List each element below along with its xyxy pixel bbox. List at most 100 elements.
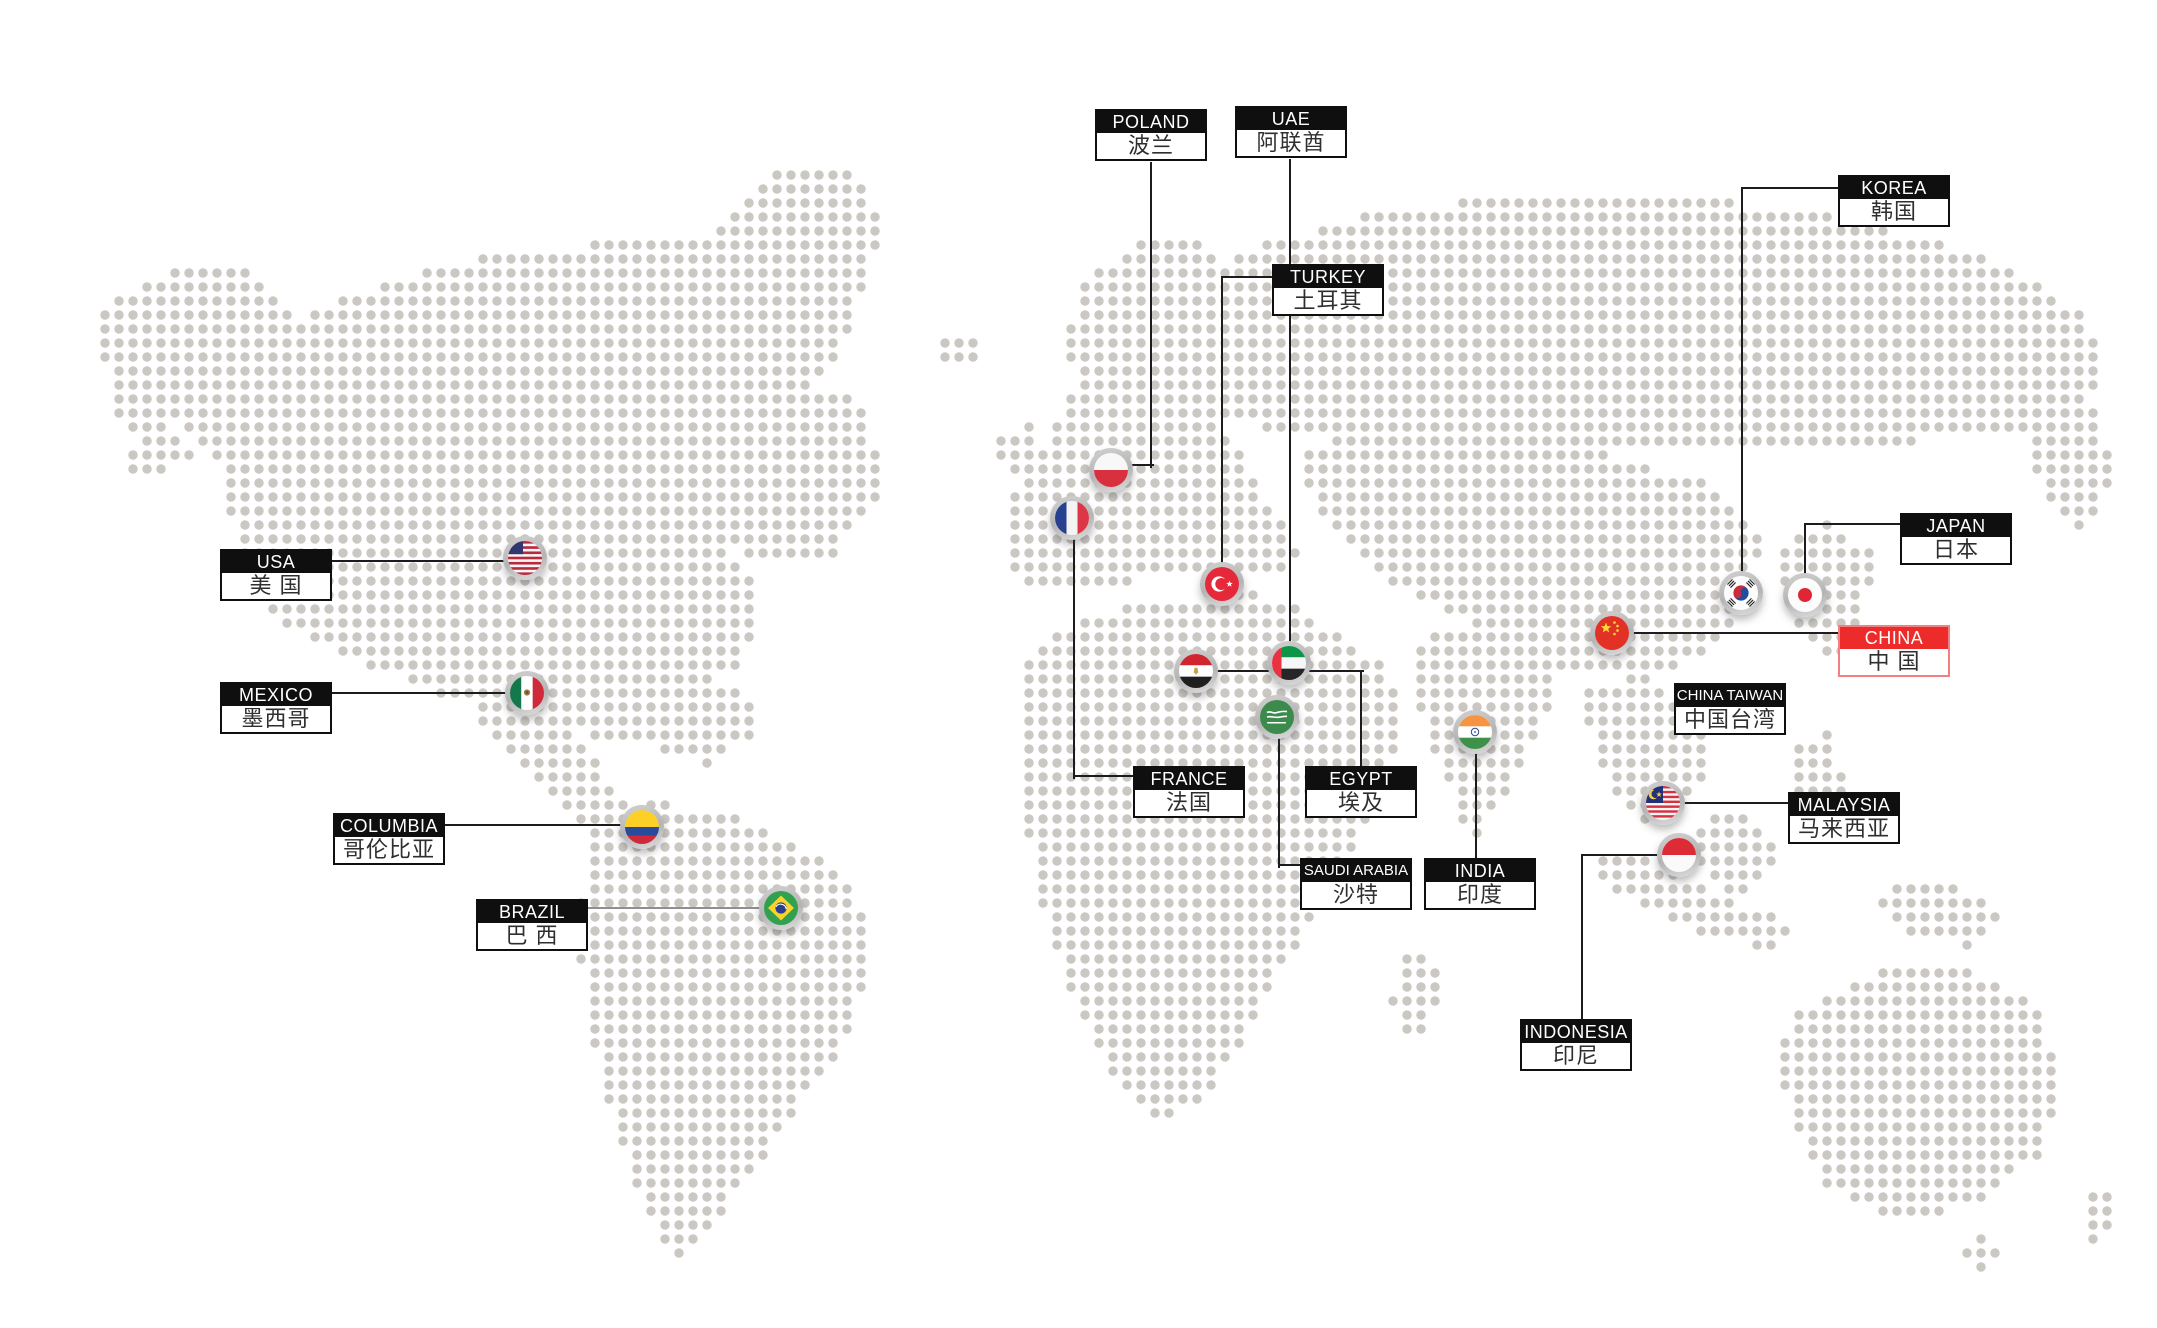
colombia-flag-icon <box>625 810 659 844</box>
connector-line <box>1150 162 1152 468</box>
label-malaysia-name-zh: 马来西亚 <box>1797 816 1890 841</box>
marker-indonesia[interactable] <box>1657 833 1701 877</box>
marker-japan[interactable] <box>1783 573 1827 617</box>
label-poland[interactable]: POLAND 波兰 <box>1095 109 1207 161</box>
connector-line <box>332 692 508 694</box>
marker-turkey[interactable] <box>1200 562 1244 606</box>
marker-china[interactable] <box>1590 611 1634 655</box>
poland-flag-icon <box>1094 453 1128 487</box>
label-poland-name-zh: 波兰 <box>1127 133 1174 158</box>
label-china[interactable]: CHINA 中 国 <box>1838 625 1950 677</box>
label-indonesia[interactable]: INDONESIA 印尼 <box>1520 1019 1632 1071</box>
label-malaysia[interactable]: MALAYSIA 马来西亚 <box>1788 792 1900 844</box>
label-malaysia-name-en: MALAYSIA <box>1790 794 1898 816</box>
marker-france[interactable] <box>1050 496 1094 540</box>
connector-line <box>1221 276 1223 565</box>
label-brazil-name-en: BRAZIL <box>478 901 586 923</box>
marker-poland[interactable] <box>1089 448 1133 492</box>
japan-flag-icon <box>1788 578 1822 612</box>
connector-line <box>1581 854 1583 1021</box>
label-france-name-en: FRANCE <box>1135 768 1243 790</box>
label-france[interactable]: FRANCE 法国 <box>1133 766 1245 818</box>
marker-mexico[interactable] <box>505 671 549 715</box>
label-china-name-en: CHINA <box>1840 627 1948 649</box>
label-egypt[interactable]: EGYPT 埃及 <box>1305 766 1417 818</box>
connector-line <box>1221 276 1274 278</box>
label-turkey-name-en: TURKEY <box>1274 266 1382 288</box>
label-korea[interactable]: KOREA 韩国 <box>1838 175 1950 227</box>
marker-egypt[interactable] <box>1174 649 1218 693</box>
label-usa-name-zh: 美 国 <box>249 573 303 598</box>
label-uae-name-en: UAE <box>1237 108 1345 130</box>
label-mexico-name-en: MEXICO <box>222 684 330 706</box>
connector-line <box>1278 738 1280 868</box>
label-korea-name-en: KOREA <box>1840 177 1948 199</box>
saudi-flag-icon <box>1260 700 1294 734</box>
label-china-name-zh: 中 国 <box>1867 649 1921 674</box>
label-columbia[interactable]: COLUMBIA 哥伦比亚 <box>333 813 445 865</box>
label-brazil-name-zh: 巴 西 <box>505 923 559 948</box>
uae-flag-icon <box>1272 646 1306 680</box>
indonesia-flag-icon <box>1662 838 1696 872</box>
label-saudi-arabia[interactable]: SAUDI ARABIA 沙特 <box>1300 858 1412 910</box>
label-china-taiwan[interactable]: CHINA TAIWAN 中国台湾 <box>1674 683 1786 735</box>
label-india[interactable]: INDIA 印度 <box>1424 858 1536 910</box>
connector-line <box>1804 523 1902 525</box>
connector-line <box>1684 802 1790 804</box>
connector-line <box>332 560 506 562</box>
france-flag-icon <box>1055 501 1089 535</box>
label-turkey[interactable]: TURKEY 土耳其 <box>1272 264 1384 316</box>
connector-line <box>1741 187 1743 574</box>
label-egypt-name-en: EGYPT <box>1307 768 1415 790</box>
connector-line <box>445 824 623 826</box>
connector-line <box>1633 632 1840 634</box>
connector-line <box>1804 523 1806 576</box>
korea-flag-icon <box>1724 576 1758 610</box>
mexico-flag-icon <box>510 676 544 710</box>
label-mexico[interactable]: MEXICO 墨西哥 <box>220 682 332 734</box>
label-egypt-name-zh: 埃及 <box>1337 790 1384 815</box>
label-france-name-zh: 法国 <box>1165 790 1212 815</box>
connector-line <box>1289 159 1291 644</box>
connector-line <box>1741 187 1841 189</box>
egypt-flag-icon <box>1179 654 1213 688</box>
label-saudi-arabia-name-zh: 沙特 <box>1332 882 1379 907</box>
connector-line <box>1475 753 1477 860</box>
marker-malaysia[interactable] <box>1641 781 1685 825</box>
label-japan-name-zh: 日本 <box>1932 537 1979 562</box>
connector-line <box>1073 775 1135 777</box>
connector-line <box>588 907 762 909</box>
label-usa-name-en: USA <box>222 551 330 573</box>
marker-brazil[interactable] <box>759 886 803 930</box>
label-indonesia-name-en: INDONESIA <box>1522 1021 1630 1043</box>
label-korea-name-zh: 韩国 <box>1870 199 1917 224</box>
brazil-flag-icon <box>764 891 798 925</box>
china-flag-icon <box>1595 616 1629 650</box>
label-brazil[interactable]: BRAZIL 巴 西 <box>476 899 588 951</box>
marker-india[interactable] <box>1453 710 1497 754</box>
marker-korea[interactable] <box>1719 571 1763 615</box>
label-japan-name-en: JAPAN <box>1902 515 2010 537</box>
marker-uae[interactable] <box>1267 641 1311 685</box>
connector-line <box>1581 854 1660 856</box>
label-columbia-name-en: COLUMBIA <box>335 815 443 837</box>
label-mexico-name-zh: 墨西哥 <box>241 706 311 731</box>
label-japan[interactable]: JAPAN 日本 <box>1900 513 2012 565</box>
label-usa[interactable]: USA 美 国 <box>220 549 332 601</box>
marker-saudi-arabia[interactable] <box>1255 695 1299 739</box>
connector-line <box>1132 464 1154 466</box>
label-saudi-arabia-name-en: SAUDI ARABIA <box>1302 860 1410 882</box>
marker-columbia[interactable] <box>620 805 664 849</box>
usa-flag-icon <box>508 541 542 575</box>
marker-usa[interactable] <box>503 536 547 580</box>
label-uae-name-zh: 阿联酋 <box>1256 130 1326 155</box>
connector-line <box>1278 864 1302 866</box>
connector-line <box>1073 539 1075 779</box>
label-poland-name-en: POLAND <box>1097 111 1205 133</box>
label-china-taiwan-name-en: CHINA TAIWAN <box>1676 685 1784 707</box>
label-columbia-name-zh: 哥伦比亚 <box>342 837 435 862</box>
label-india-name-en: INDIA <box>1426 860 1534 882</box>
label-indonesia-name-zh: 印尼 <box>1552 1043 1599 1068</box>
label-uae[interactable]: UAE 阿联酋 <box>1235 106 1347 158</box>
connector-line <box>1360 670 1362 768</box>
